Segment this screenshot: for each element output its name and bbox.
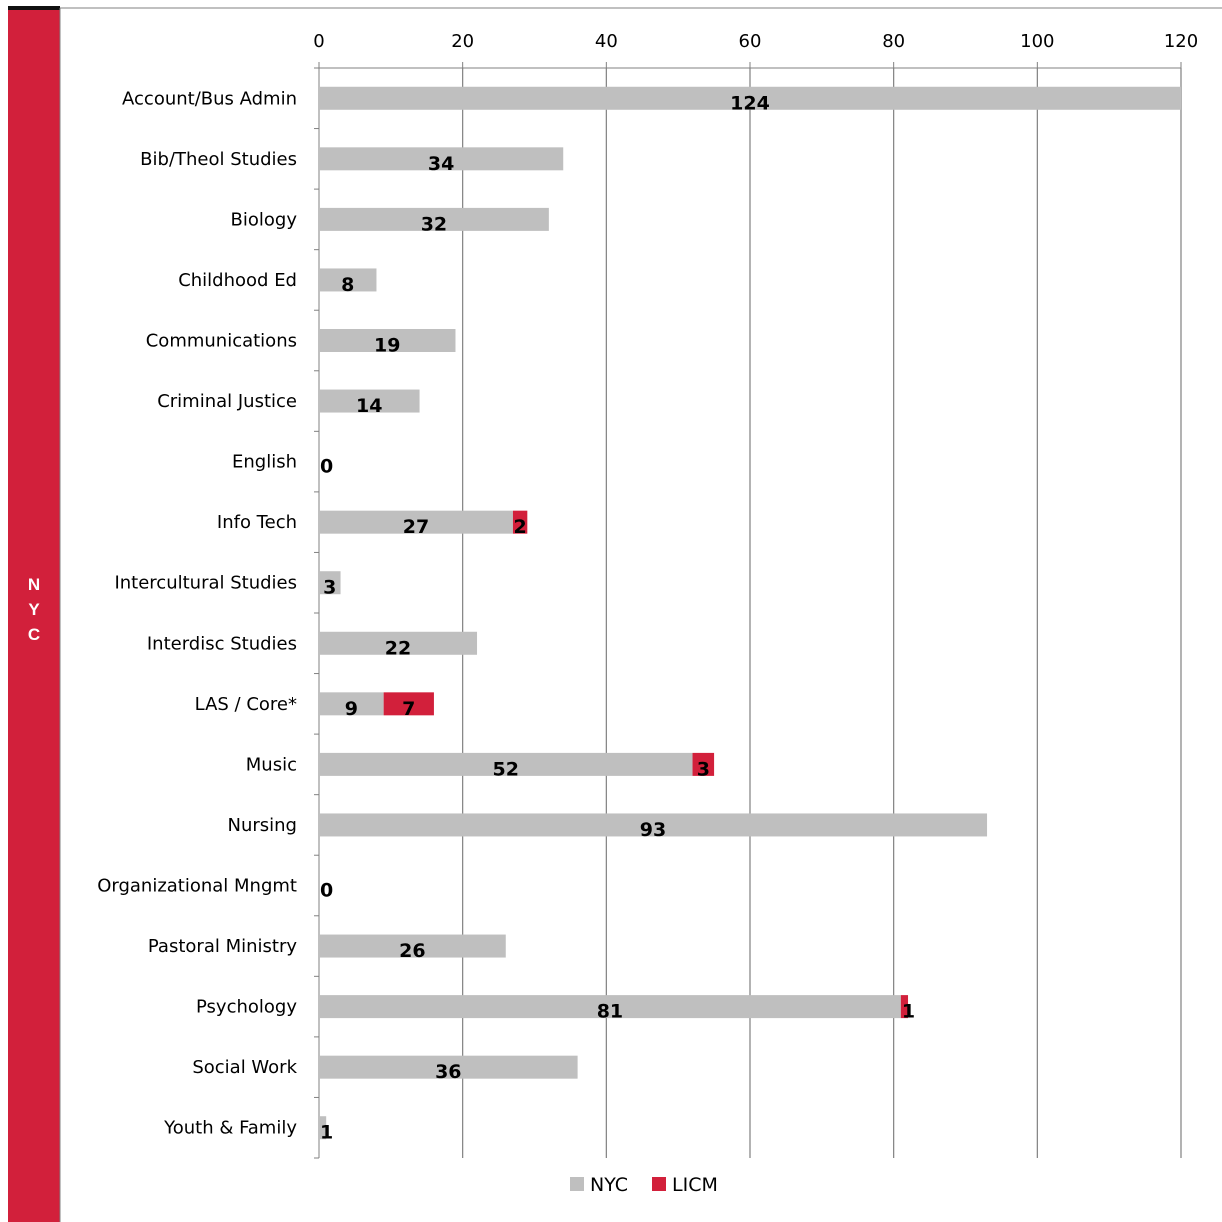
category-label: Psychology: [196, 997, 297, 1018]
data-label-nyc: 93: [640, 819, 666, 841]
data-label-licm: 2: [514, 516, 527, 538]
x-tick-label: 20: [451, 31, 474, 52]
data-label-licm: 3: [697, 758, 710, 780]
x-tick-label: 80: [882, 31, 905, 52]
data-label-nyc: 32: [421, 213, 447, 235]
data-label-nyc: 9: [345, 698, 358, 720]
category-label: Childhood Ed: [178, 270, 297, 291]
x-tick-label: 60: [739, 31, 762, 52]
category-label: Organizational Mngmt: [97, 876, 297, 897]
category-label: Account/Bus Admin: [122, 88, 297, 109]
category-label: Music: [246, 754, 297, 775]
data-label-nyc: 22: [385, 637, 411, 659]
category-label: Nursing: [228, 815, 298, 836]
x-tick-label: 0: [313, 31, 324, 52]
category-label: Interdisc Studies: [147, 633, 297, 654]
data-label-nyc: 52: [493, 758, 519, 780]
category-label: Info Tech: [217, 512, 297, 533]
data-label-nyc: 34: [428, 153, 454, 175]
data-label-nyc: 19: [374, 335, 400, 357]
category-label: Criminal Justice: [157, 391, 297, 412]
category-label: Youth & Family: [163, 1118, 297, 1139]
data-label-nyc: 1: [320, 1122, 333, 1144]
data-label-licm: 7: [402, 698, 415, 720]
category-label: Social Work: [192, 1057, 297, 1078]
legend-swatch-nyc: [570, 1177, 584, 1191]
x-tick-label: 100: [1020, 31, 1054, 52]
category-label: English: [232, 452, 297, 473]
data-label-nyc: 8: [341, 274, 354, 296]
data-label-nyc: 27: [403, 516, 429, 538]
data-label-licm: 1: [902, 1001, 915, 1023]
legend-label-nyc: NYC: [590, 1174, 628, 1196]
data-label-nyc: 3: [323, 577, 336, 599]
data-label-nyc: 36: [435, 1061, 461, 1083]
data-label-nyc: 0: [320, 880, 333, 902]
category-label: Bib/Theol Studies: [140, 149, 297, 170]
data-label-nyc: 0: [320, 456, 333, 478]
category-label: LAS / Core*: [195, 694, 297, 715]
x-tick-label: 120: [1164, 31, 1198, 52]
category-label: Communications: [146, 331, 297, 352]
data-label-nyc: 81: [597, 1001, 623, 1023]
data-label-nyc: 124: [730, 92, 770, 114]
legend-swatch-licm: [652, 1177, 666, 1191]
data-label-nyc: 26: [399, 940, 425, 962]
x-tick-label: 40: [595, 31, 618, 52]
category-label: Biology: [231, 209, 298, 230]
category-label: Pastoral Ministry: [148, 936, 297, 957]
legend-label-licm: LICM: [672, 1174, 718, 1196]
category-label: Intercultural Studies: [114, 573, 297, 594]
data-label-nyc: 14: [356, 395, 382, 417]
